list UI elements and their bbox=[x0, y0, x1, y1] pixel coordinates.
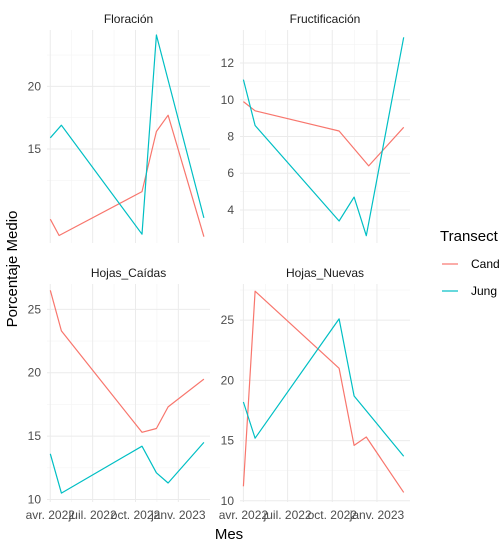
x-tick-label: oct. 2022 bbox=[111, 508, 161, 522]
y-tick-label: 20 bbox=[28, 79, 42, 93]
y-tick-label: 10 bbox=[221, 494, 235, 508]
y-tick-label: 6 bbox=[227, 166, 234, 180]
y-tick-label: 15 bbox=[221, 434, 235, 448]
facet-floracion: 15 20 Floración bbox=[28, 12, 210, 243]
y-tick-label: 20 bbox=[221, 373, 235, 387]
y-tick-label: 15 bbox=[28, 142, 42, 156]
y-axis-title: Porcentaje Medio bbox=[4, 211, 21, 328]
strip-label-hojas-nuevas: Hojas_Nuevas bbox=[286, 266, 364, 280]
legend-label-cand: Cand bbox=[471, 257, 500, 271]
y-tick-label: 4 bbox=[227, 203, 234, 217]
y-tick-label: 10 bbox=[221, 93, 235, 107]
y-tick-label: 25 bbox=[28, 302, 42, 316]
x-tick-label: juil. 2022 bbox=[263, 508, 312, 522]
y-tick-label: 10 bbox=[28, 492, 42, 506]
legend-label-jung: Jung bbox=[471, 284, 497, 298]
x-tick-label: oct. 2022 bbox=[308, 508, 358, 522]
facet-fructificacion: 4 6 8 10 12 Fructificación bbox=[221, 12, 410, 243]
series-line-cand-floracion bbox=[49, 114, 205, 237]
y-tick-label: 15 bbox=[28, 429, 42, 443]
facet-panels: 15 20 Floración 4 6 8 10 12 Fructificación 10 15 20… bbox=[26, 12, 410, 522]
x-tick-label: avr. 2022 bbox=[26, 508, 76, 522]
y-tick-label: 25 bbox=[221, 313, 235, 327]
y-tick-label: 8 bbox=[227, 130, 234, 144]
x-tick-label: janv. 2023 bbox=[349, 508, 405, 522]
y-tick-label: 20 bbox=[28, 366, 42, 380]
legend-title: Transect bbox=[440, 228, 499, 245]
series-line-cand-fructificacion bbox=[243, 101, 405, 167]
x-axis-title: Mes bbox=[215, 526, 243, 543]
series-line-jung-fructificacion bbox=[242, 37, 405, 237]
strip-label-hojas-caidas: Hojas_Caídas bbox=[91, 266, 166, 280]
legend: Transect Cand Jung bbox=[440, 228, 500, 298]
x-tick-label: juil. 2022 bbox=[68, 508, 117, 522]
x-tick-label: janv. 2023 bbox=[150, 508, 206, 522]
series-line-jung-hojas-caidas bbox=[49, 442, 205, 494]
series-line-jung-floracion bbox=[49, 34, 205, 235]
series-line-cand-hojas-caidas bbox=[49, 290, 205, 433]
series-line-cand-hojas-nuevas bbox=[242, 290, 405, 493]
strip-label-floracion: Floración bbox=[104, 12, 153, 26]
series-line-jung-hojas-nuevas bbox=[242, 318, 405, 457]
y-tick-label: 12 bbox=[221, 56, 235, 70]
x-tick-label: avr. 2022 bbox=[219, 508, 269, 522]
strip-label-fructificacion: Fructificación bbox=[290, 12, 361, 26]
